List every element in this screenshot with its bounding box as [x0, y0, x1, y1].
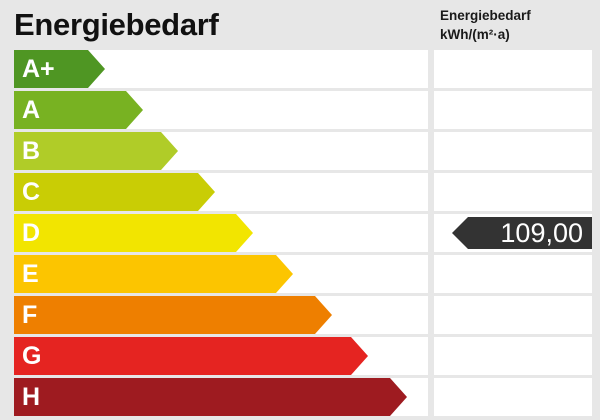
- value-marker-label: 109,00: [500, 218, 583, 248]
- rating-bar-arrow-tip: [276, 255, 293, 293]
- rating-bar-b: B: [14, 132, 178, 170]
- rating-bar-label: F: [22, 301, 38, 329]
- rating-bar-label: D: [22, 219, 41, 247]
- rating-row-cell-right: [434, 378, 592, 416]
- rating-bar-f: F: [14, 296, 332, 334]
- rating-bar-e: E: [14, 255, 293, 293]
- rating-row-cell-right: [434, 91, 592, 129]
- rating-row-cell-right: [434, 173, 592, 211]
- rating-row: E: [0, 255, 600, 293]
- rating-bar-body: A+: [14, 50, 88, 88]
- unit-header: Energiebedarf kWh/(m²·a): [440, 6, 596, 44]
- rating-row-cell-right: [434, 132, 592, 170]
- rating-row: A+: [0, 50, 600, 88]
- rating-bar-body: A: [14, 91, 126, 129]
- rating-bar-arrow-tip: [126, 91, 143, 129]
- rating-bar-body: C: [14, 173, 198, 211]
- rating-bar-arrow-tip: [198, 173, 215, 211]
- rating-bar-arrow-tip: [351, 337, 368, 375]
- rating-bar-body: G: [14, 337, 351, 375]
- rating-row-cell-right: [434, 255, 592, 293]
- rating-bar-a-plus: A+: [14, 50, 105, 88]
- rating-bar-arrow-tip: [390, 378, 407, 416]
- rating-row-cell-right: [434, 337, 592, 375]
- rating-bar-label: E: [22, 260, 39, 288]
- rating-row: H: [0, 378, 600, 416]
- rating-bar-arrow-tip: [315, 296, 332, 334]
- page-title: Energiebedarf: [14, 7, 219, 42]
- rating-bar-body: F: [14, 296, 315, 334]
- rating-row: B: [0, 132, 600, 170]
- rating-row-cell-right: [434, 296, 592, 334]
- rating-bar-body: H: [14, 378, 390, 416]
- rating-bar-body: B: [14, 132, 161, 170]
- value-marker: 109,00: [452, 217, 592, 249]
- rating-bar-h: H: [14, 378, 407, 416]
- rating-bar-label: C: [22, 178, 41, 206]
- rating-bar-label: A: [22, 96, 41, 124]
- rating-bar-label: B: [22, 137, 41, 165]
- value-marker-body: 109,00: [468, 217, 592, 249]
- rating-bar-arrow-tip: [161, 132, 178, 170]
- rating-bar-d: D: [14, 214, 253, 252]
- rating-bar-body: D: [14, 214, 236, 252]
- unit-header-line2: kWh/(m²·a): [440, 27, 510, 42]
- unit-header-line1: Energiebedarf: [440, 8, 531, 23]
- rating-bar-c: C: [14, 173, 215, 211]
- rating-bar-label: H: [22, 383, 41, 411]
- rating-bar-g: G: [14, 337, 368, 375]
- rating-bar-body: E: [14, 255, 276, 293]
- rating-bar-label: A+: [22, 55, 55, 83]
- rating-bar-a: A: [14, 91, 143, 129]
- value-marker-arrow-tip: [452, 217, 468, 249]
- rating-row: D 109,00: [0, 214, 600, 252]
- rating-bar-arrow-tip: [88, 50, 105, 88]
- rating-row-cell-right: [434, 50, 592, 88]
- rating-row: C: [0, 173, 600, 211]
- rating-row: G: [0, 337, 600, 375]
- rating-row: A: [0, 91, 600, 129]
- rating-row: F: [0, 296, 600, 334]
- rating-bar-label: G: [22, 342, 42, 370]
- rating-bar-arrow-tip: [236, 214, 253, 252]
